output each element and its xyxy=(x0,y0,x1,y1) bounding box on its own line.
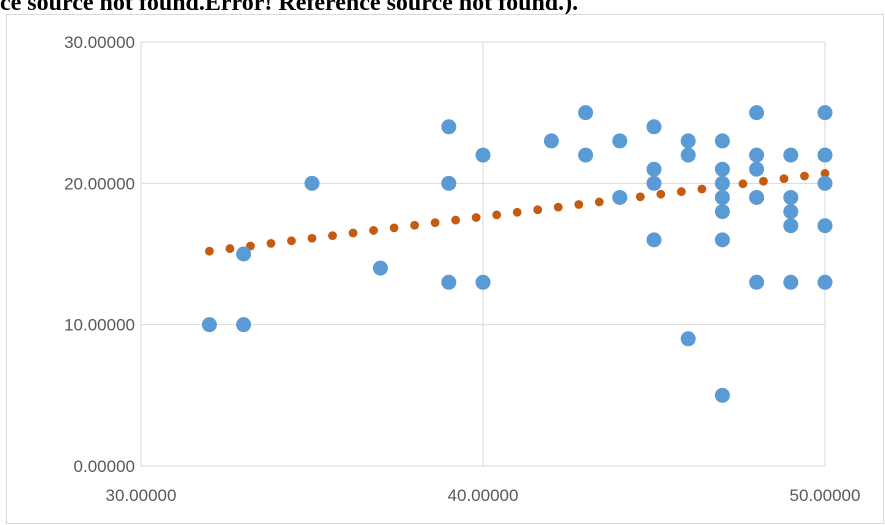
trendline-dot xyxy=(512,207,522,217)
data-point xyxy=(475,147,491,163)
data-point xyxy=(714,204,730,220)
y-tick-label: 0.00000 xyxy=(74,457,135,476)
trendline-dot xyxy=(287,236,296,246)
data-point xyxy=(749,189,765,205)
data-point xyxy=(441,274,457,290)
y-tick-label: 30.00000 xyxy=(64,33,135,52)
x-tick-label: 40.00000 xyxy=(448,486,519,505)
data-point xyxy=(749,147,765,163)
data-point xyxy=(714,161,730,177)
data-point xyxy=(578,105,594,121)
trendline-dot xyxy=(533,205,543,215)
trendline-dot xyxy=(225,244,235,253)
trendline-dot xyxy=(800,171,809,181)
trendline-dot xyxy=(594,197,604,207)
data-point xyxy=(783,204,799,220)
data-point xyxy=(817,218,833,234)
data-point xyxy=(201,317,217,333)
trendline-dot xyxy=(676,187,686,196)
trendline-dot xyxy=(205,246,214,256)
x-tick-label: 30.00000 xyxy=(106,486,177,505)
data-point xyxy=(714,189,730,205)
data-point xyxy=(236,317,252,333)
scatter-chart: 0.00000 10.00000 20.00000 30.00000 30.00000 4… xyxy=(64,33,860,505)
data-point xyxy=(646,175,662,191)
data-point xyxy=(680,331,696,347)
data-point xyxy=(475,274,491,290)
data-point xyxy=(612,133,628,149)
data-point xyxy=(749,161,765,177)
data-point xyxy=(646,119,662,135)
data-point xyxy=(749,105,765,121)
trendline-dot xyxy=(820,169,830,178)
data-point xyxy=(714,175,730,191)
data-point xyxy=(714,133,730,149)
data-point xyxy=(783,218,799,234)
data-point xyxy=(817,147,833,163)
trendline-dot xyxy=(451,215,461,225)
data-point xyxy=(749,274,765,290)
data-point xyxy=(543,133,559,149)
trendline-dot xyxy=(348,228,358,238)
data-point xyxy=(817,105,833,121)
trendline-dot xyxy=(635,192,645,202)
trendline-dot xyxy=(553,202,563,212)
document-header-text: ce source not found.Error! Reference sou… xyxy=(0,0,579,16)
y-tick-label: 20.00000 xyxy=(64,174,135,193)
tick-labels: 0.00000 10.00000 20.00000 30.00000 30.00000 4… xyxy=(64,33,860,505)
trendline-dot xyxy=(759,176,768,186)
trendline-dot xyxy=(738,179,748,189)
data-point xyxy=(783,147,799,163)
data-point xyxy=(714,232,730,248)
data-point xyxy=(783,189,799,205)
trendline-dot xyxy=(574,200,584,209)
data-point xyxy=(236,246,252,262)
data-point xyxy=(646,232,662,248)
trendline-dot xyxy=(328,231,337,241)
data-point xyxy=(680,133,696,149)
data-point xyxy=(646,161,662,177)
trendline-dot xyxy=(697,184,707,194)
data-point xyxy=(680,147,696,163)
trendline-dot xyxy=(307,233,317,243)
trendline-dot xyxy=(266,239,276,248)
trendline-dot xyxy=(389,223,399,233)
data-point xyxy=(372,260,388,276)
trendline-dot xyxy=(779,174,789,184)
trendline-dot xyxy=(430,218,440,228)
data-points xyxy=(201,105,833,403)
data-point xyxy=(441,175,457,191)
trendline xyxy=(205,169,830,256)
trendline-dot xyxy=(410,220,419,230)
data-point xyxy=(817,175,833,191)
data-point xyxy=(714,387,730,403)
y-tick-label: 10.00000 xyxy=(64,316,135,335)
chart-area: 0.00000 10.00000 20.00000 30.00000 30.00000 4… xyxy=(6,14,884,524)
data-point xyxy=(817,274,833,290)
data-point xyxy=(441,119,457,135)
data-point xyxy=(783,274,799,290)
data-point xyxy=(612,189,628,205)
trendline-dot xyxy=(656,189,666,199)
data-point xyxy=(304,175,320,191)
trendline-dot xyxy=(369,226,378,235)
trendline-dot xyxy=(471,213,481,222)
data-point xyxy=(578,147,594,163)
x-tick-label: 50.00000 xyxy=(790,486,861,505)
gridlines xyxy=(140,41,826,467)
trendline-dot xyxy=(492,210,502,220)
